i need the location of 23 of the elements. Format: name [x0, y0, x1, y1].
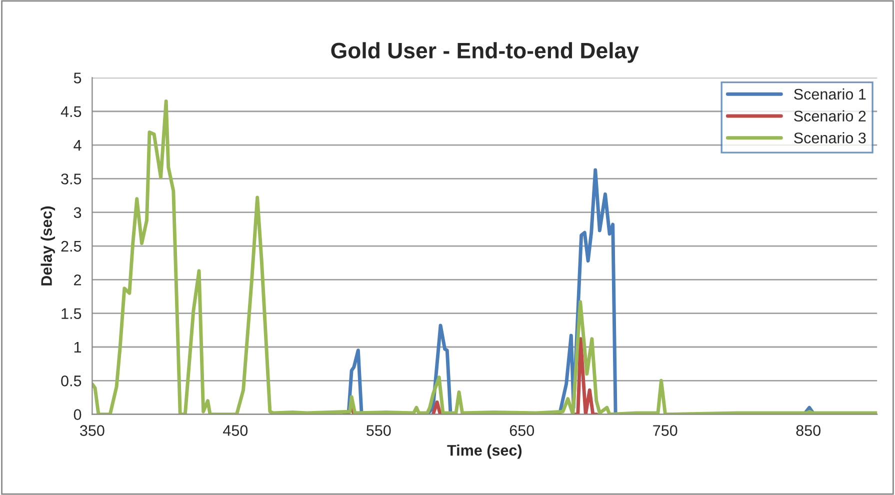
x-tick-label: 450 — [223, 425, 248, 436]
x-tick-label: 550 — [366, 425, 391, 436]
y-tick-label: 2.5 — [61, 240, 82, 252]
x-tick-label: 650 — [510, 425, 534, 436]
y-tick-label: 0.5 — [61, 376, 82, 386]
y-tick-label: 1.5 — [62, 308, 82, 320]
y-tick-label: 1 — [74, 342, 82, 353]
y-tick-label: 5 — [74, 72, 82, 84]
y-tick-label: 4.5 — [60, 106, 82, 118]
legend-label: Scenario 3 — [794, 132, 866, 144]
legend-label: Scenario 2 — [794, 110, 866, 122]
y-tick-label: 4 — [74, 140, 82, 151]
y-axis-title: Delay (sec) — [40, 206, 55, 286]
legend-label: Scenario 1 — [794, 88, 866, 100]
y-tick-label: 2 — [74, 274, 81, 286]
chart-title: Gold User - End-to-end Delay — [331, 42, 639, 63]
x-tick-label: 350 — [80, 425, 104, 436]
y-tick-label: 3 — [74, 207, 82, 218]
y-tick-label: 3.5 — [61, 174, 82, 184]
x-tick-label: 850 — [796, 425, 820, 436]
x-axis-title: Time (sec) — [447, 444, 522, 459]
y-tick-label: 0 — [74, 409, 82, 420]
x-tick-label: 750 — [653, 425, 678, 436]
